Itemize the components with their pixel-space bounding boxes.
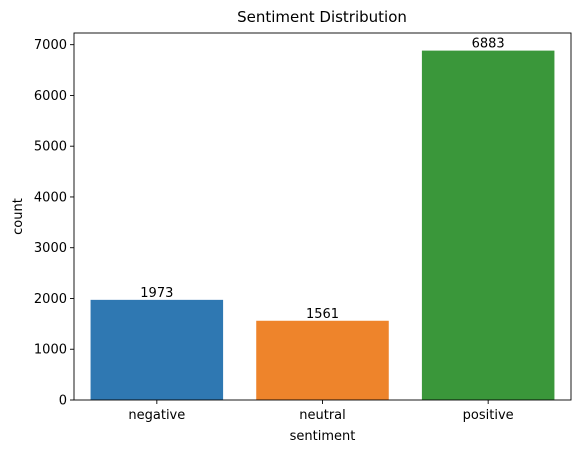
data-label-neutral: 1561 bbox=[306, 307, 339, 322]
data-label-positive: 6883 bbox=[472, 37, 505, 52]
bar-neutral bbox=[256, 320, 389, 400]
y-tick-label-6000: 6000 bbox=[34, 89, 67, 104]
y-tick-label-7000: 7000 bbox=[34, 38, 67, 53]
x-axis-title: sentiment bbox=[290, 429, 356, 444]
bars-group bbox=[90, 50, 555, 401]
y-tick-label-1000: 1000 bbox=[34, 343, 67, 358]
data-labels-group: 1973 1561 6883 bbox=[140, 37, 504, 322]
y-tick-label-3000: 3000 bbox=[34, 241, 67, 256]
y-tick-label-5000: 5000 bbox=[34, 140, 67, 155]
bar-positive bbox=[421, 50, 555, 401]
plot-frame bbox=[73, 32, 572, 401]
x-tick-label-negative: negative bbox=[128, 408, 185, 423]
bar-negative bbox=[90, 299, 224, 400]
y-axis: 0 1000 2000 3000 4000 5000 6000 7000 bbox=[34, 38, 74, 409]
y-tick-label-0: 0 bbox=[59, 394, 67, 409]
x-axis: negative neutral positive bbox=[128, 400, 514, 423]
chart-title: Sentiment Distribution bbox=[237, 8, 407, 26]
data-label-negative: 1973 bbox=[140, 286, 173, 301]
x-tick-label-neutral: neutral bbox=[299, 408, 346, 423]
y-tick-label-2000: 2000 bbox=[34, 292, 67, 307]
y-axis-title: count bbox=[11, 198, 26, 235]
y-tick-label-4000: 4000 bbox=[34, 190, 67, 205]
x-tick-label-positive: positive bbox=[463, 408, 514, 423]
